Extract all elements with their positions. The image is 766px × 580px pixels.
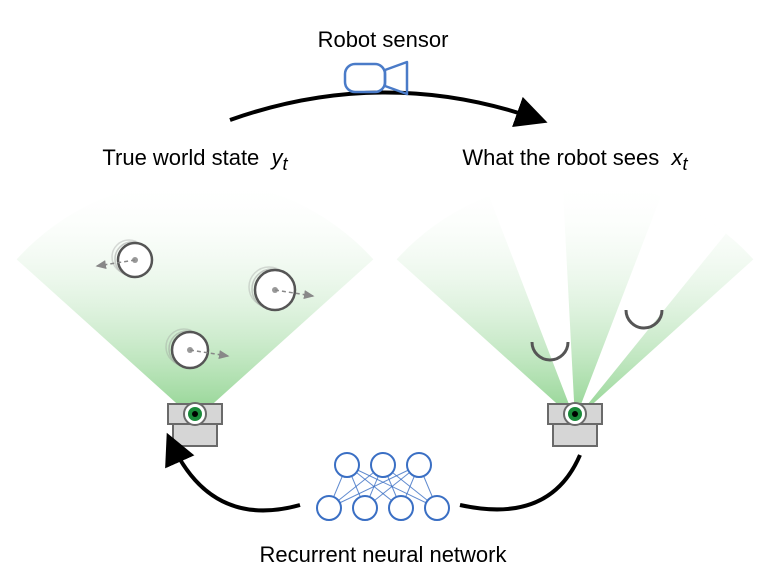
left-label: True world state yt <box>102 145 287 175</box>
bottom-label: Recurrent neural network <box>259 542 506 568</box>
right-label: What the robot sees xt <box>462 145 687 175</box>
top-label: Robot sensor <box>318 27 449 53</box>
